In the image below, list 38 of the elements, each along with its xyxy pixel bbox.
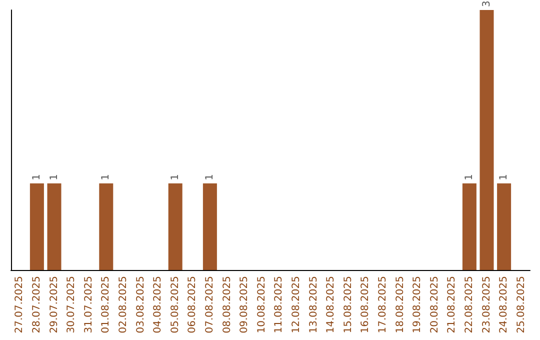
x-tick-label: 29.07.2025: [48, 276, 60, 334]
x-tick-label: 07.08.2025: [204, 276, 216, 334]
data-label: 1: [100, 174, 112, 180]
x-tick-label: 09.08.2025: [239, 276, 250, 334]
x-tick-label: 16.08.2025: [360, 276, 372, 334]
x-tick-label: 21.08.2025: [446, 276, 458, 334]
x-tick-label: 05.08.2025: [170, 276, 181, 334]
x-tick-label: 20.08.2025: [429, 276, 440, 334]
x-tick-label: 15.08.2025: [342, 276, 354, 334]
x-tick-label: 08.08.2025: [222, 276, 233, 334]
data-label: 1: [204, 174, 216, 180]
data-label: 1: [498, 174, 510, 180]
data-label: 1: [48, 174, 60, 180]
x-tick-label: 13.08.2025: [308, 276, 320, 334]
data-label: 1: [170, 174, 181, 180]
x-tick-label: 30.07.2025: [66, 276, 78, 334]
x-tick-label: 25.08.2025: [516, 276, 527, 334]
x-tick-label: 28.07.2025: [31, 276, 42, 334]
x-tick-label: 03.08.2025: [135, 276, 146, 334]
x-tick-label: 02.08.2025: [118, 276, 129, 334]
x-tick-label: 17.08.2025: [377, 276, 388, 334]
x-tick-label: 01.08.2025: [100, 276, 112, 334]
x-tick-label: 14.08.2025: [326, 276, 337, 334]
x-tick-label: 23.08.2025: [481, 276, 492, 334]
x-tick-label: 18.08.2025: [394, 276, 406, 334]
data-label: 1: [464, 174, 475, 180]
x-tick-label: 27.07.2025: [14, 276, 26, 334]
x-tick-label: 04.08.2025: [152, 276, 164, 334]
x-tick-label: 31.07.2025: [83, 276, 94, 334]
x-tick-label: 06.08.2025: [187, 276, 198, 334]
x-tick-label: 22.08.2025: [464, 276, 475, 334]
x-tick-label: 24.08.2025: [498, 276, 510, 334]
x-tick-label: 10.08.2025: [256, 276, 268, 334]
x-tick-label: 12.08.2025: [290, 276, 302, 334]
data-label: 1: [31, 174, 42, 180]
x-tick-label: 11.08.2025: [274, 276, 285, 334]
x-tick-label: 19.08.2025: [412, 276, 424, 334]
data-label: 3: [481, 0, 492, 7]
